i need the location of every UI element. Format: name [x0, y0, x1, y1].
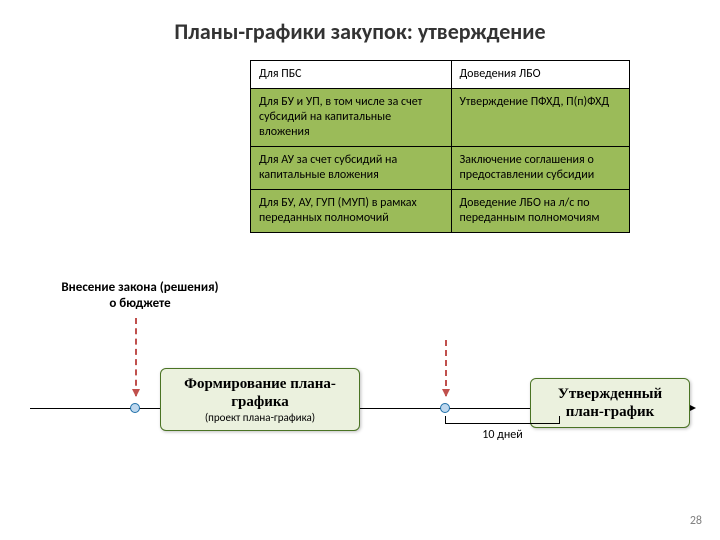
table-row: Для БУ и УП, в том числе за счет субсиди…: [251, 89, 630, 147]
table-cell: Доведения ЛБО: [451, 61, 629, 89]
table-row: Для БУ, АУ, ГУП (МУП) в рамках переданны…: [251, 190, 630, 233]
timeline-node: [130, 403, 140, 413]
page-title: Планы-графики закупок: утверждение: [0, 18, 720, 45]
page-number: 28: [690, 514, 702, 528]
timeline-node: [440, 403, 450, 413]
table-cell: Заключение соглашения о предоставлении с…: [451, 147, 629, 190]
conditions-table: Для ПБС Доведения ЛБО Для БУ и УП, в том…: [250, 60, 630, 233]
box-title: Формирование плана-графика: [171, 375, 349, 411]
table-cell: Доведение ЛБО на л/с по переданным полно…: [451, 190, 629, 233]
table-cell: Для БУ, АУ, ГУП (МУП) в рамках переданны…: [251, 190, 452, 233]
dashed-arrow-icon: [135, 318, 137, 396]
table-row: Для ПБС Доведения ЛБО: [251, 61, 630, 89]
formation-box: Формирование плана-графика (проект плана…: [160, 368, 360, 431]
table-cell: Для АУ за счет субсидий на капитальные в…: [251, 147, 452, 190]
duration-bracket-icon: [445, 416, 560, 424]
table-row: Для АУ за счет субсидий на капитальные в…: [251, 147, 630, 190]
table-cell: Для ПБС: [251, 61, 452, 89]
table-cell: Утверждение ПФХД, П(п)ФХД: [451, 89, 629, 147]
table-cell: Для БУ и УП, в том числе за счет субсиди…: [251, 89, 452, 147]
duration-label: 10 дней: [445, 428, 560, 442]
dashed-arrow-icon: [445, 340, 447, 396]
box-title: Утвержденный план-график: [541, 385, 679, 421]
box-subtitle: (проект плана-графика): [171, 411, 349, 424]
law-introduction-label: Внесение закона (решения) о бюджете: [60, 280, 220, 311]
